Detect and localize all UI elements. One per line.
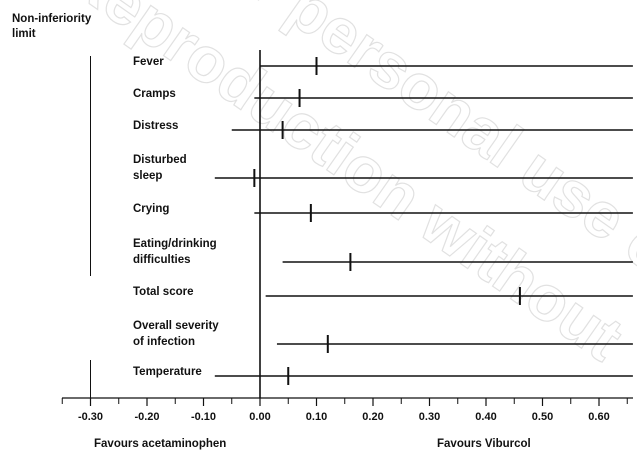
forest-row: Eating/drinking difficulties xyxy=(133,238,633,271)
x-axis-ticks: -0.30 -0.20 -0.10 0.00 0.10 0.20 0.30 0.40 0.50 0… xyxy=(61,398,628,423)
x-axis-tick-label: 0.30 xyxy=(419,411,440,423)
x-axis-tick-label: -0.20 xyxy=(134,411,159,423)
non-inferiority-label: Non-inferiority limit xyxy=(12,13,92,40)
forest-row: Overall severity of infection xyxy=(133,320,633,353)
forest-row: Fever xyxy=(133,56,633,75)
row-label: sleep xyxy=(133,170,162,182)
x-axis-tick-label: 0.40 xyxy=(475,411,496,423)
x-axis-tick-label: 0.10 xyxy=(306,411,327,423)
row-label: Eating/drinking xyxy=(133,238,217,250)
row-label: Disturbed xyxy=(133,154,187,166)
non-inferiority-label-line-2: limit xyxy=(12,28,36,40)
row-label: Distress xyxy=(133,120,178,132)
row-label: Total score xyxy=(133,286,194,298)
forest-row: Total score xyxy=(133,286,633,305)
row-label: Crying xyxy=(133,203,169,215)
row-label: difficulties xyxy=(133,254,191,266)
row-label: of infection xyxy=(133,336,195,348)
x-axis-tick-label: 0.60 xyxy=(588,411,609,423)
row-label: Overall severity xyxy=(133,320,219,332)
forest-row: Crying xyxy=(133,203,633,222)
x-axis-tick-label: 0.20 xyxy=(362,411,383,423)
forest-row: Cramps xyxy=(133,88,633,107)
forest-row: Disturbed sleep xyxy=(133,154,633,187)
forest-rows: Fever Cramps Distress Disturbed sleep Crying E… xyxy=(133,56,633,385)
x-axis-tick-label: -0.10 xyxy=(191,411,216,423)
row-label: Fever xyxy=(133,56,164,68)
favours-left-label: Favours acetaminophen xyxy=(94,438,226,450)
row-label: Cramps xyxy=(133,88,176,100)
non-inferiority-label-line-1: Non-inferiority xyxy=(12,13,92,25)
forest-row: Distress xyxy=(133,120,633,139)
x-axis-tick-label: -0.30 xyxy=(78,411,103,423)
row-label: Temperature xyxy=(133,366,202,378)
favours-right-label: Favours Viburcol xyxy=(437,438,531,450)
x-axis-tick-label: 0.50 xyxy=(532,411,553,423)
forest-row: Temperature xyxy=(133,366,633,385)
x-axis-tick-label: 0.00 xyxy=(249,411,270,423)
